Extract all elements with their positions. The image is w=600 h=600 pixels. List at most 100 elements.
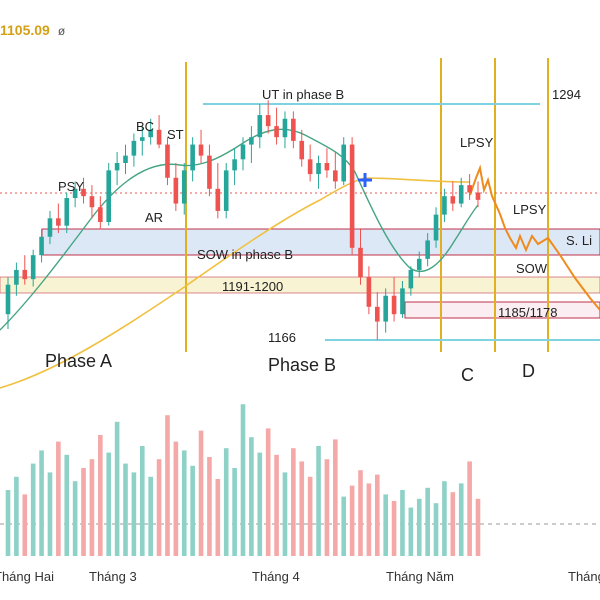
candle-body — [333, 170, 338, 182]
volume-bar — [333, 439, 338, 556]
volume-bar — [274, 454, 279, 556]
volume-bar — [22, 494, 28, 556]
projection-path — [469, 164, 600, 311]
volume-bar — [324, 459, 330, 556]
candle-body — [173, 177, 179, 204]
candle-body — [207, 155, 212, 189]
candle-body — [72, 188, 78, 199]
candle-body — [5, 284, 11, 315]
candle-body — [467, 185, 472, 193]
volume-bar — [391, 501, 397, 556]
candle-body — [64, 198, 70, 226]
volume-bar — [106, 452, 112, 556]
volume-bars — [5, 404, 481, 556]
candle-body — [307, 159, 313, 175]
volume-bar — [198, 430, 204, 556]
candle-body — [232, 159, 237, 171]
volume-bar — [249, 437, 254, 556]
candle-body — [442, 196, 447, 215]
phase-d-label: D — [522, 361, 535, 381]
volume-bar — [98, 435, 103, 556]
volume-bar — [467, 461, 472, 556]
volume-bar — [148, 476, 153, 556]
volume-bar — [450, 492, 456, 556]
label-1191-1200: 1191-1200 — [222, 279, 283, 294]
volume-bar — [64, 454, 70, 556]
volume-bar — [223, 448, 229, 556]
volume-bar — [408, 507, 414, 556]
volume-bar — [190, 465, 195, 556]
candle-body — [475, 192, 481, 200]
phase-b-label: Phase B — [268, 355, 336, 375]
phase-a-label: Phase A — [45, 351, 112, 371]
volume-bar — [416, 498, 422, 556]
x-label-thang-hai: Tháng Hai — [0, 569, 54, 584]
candle-body — [89, 196, 95, 208]
volume-bar — [349, 485, 355, 556]
volume-bar — [341, 496, 347, 556]
volume-bar — [475, 498, 481, 556]
label-1166: 1166 — [268, 330, 296, 345]
candle-body — [416, 258, 422, 270]
price-readout: 1105.09 ø — [0, 22, 65, 38]
volume-bar — [240, 404, 246, 556]
x-label-thang: Tháng — [568, 569, 600, 584]
candle-body — [114, 163, 120, 171]
candle-body — [374, 306, 380, 322]
candle-body — [358, 247, 363, 278]
candle-body — [282, 118, 288, 138]
volume-bar — [207, 457, 212, 556]
candle-body — [291, 118, 296, 141]
label-1294: 1294 — [552, 87, 581, 102]
label-1185-1178: 1185/1178 — [498, 305, 558, 320]
volume-bar — [307, 476, 313, 556]
candle-body — [257, 115, 263, 138]
candle-body — [123, 155, 128, 163]
annotation-bc: BC — [136, 119, 154, 134]
volume-bar — [139, 446, 145, 556]
volume-bar — [400, 490, 405, 556]
volume-bar — [257, 452, 263, 556]
label-s-li: S. Li — [566, 233, 592, 248]
candles — [5, 100, 481, 340]
candle-body — [349, 144, 355, 248]
symbol-glyph: ø — [57, 24, 66, 38]
volume-bar — [81, 468, 86, 556]
volume-bar — [458, 483, 464, 556]
x-label-thang-nam: Tháng Năm — [386, 569, 454, 584]
candle-body — [383, 295, 388, 322]
candle-body — [81, 188, 86, 197]
volume-bar — [89, 459, 95, 556]
candle-body — [139, 137, 145, 141]
candle-body — [341, 144, 347, 182]
candle-body — [14, 269, 19, 285]
ma-slow-line — [0, 177, 471, 389]
volume-bar — [131, 472, 137, 556]
candle-body — [98, 207, 103, 222]
volume-bar — [215, 479, 221, 556]
volume-bar — [173, 441, 179, 556]
annotation-ar: AR — [145, 210, 163, 225]
candle-body — [47, 218, 53, 237]
candle-body — [274, 126, 279, 138]
volume-bar — [39, 450, 44, 556]
annotation-ut-phase-b: UT in phase B — [262, 87, 344, 102]
candle-body — [22, 269, 28, 280]
candle-body — [223, 170, 229, 211]
volume-bar — [5, 490, 11, 556]
position-marker[interactable] — [358, 173, 372, 187]
x-label-thang-3: Tháng 3 — [89, 569, 137, 584]
zone-1185-1178 — [404, 301, 600, 319]
volume-bar — [156, 459, 162, 556]
candle-body — [148, 129, 153, 138]
volume-bar — [30, 463, 36, 556]
annotation-psy: PSY — [58, 179, 84, 194]
x-label-thang-4: Tháng 4 — [252, 569, 300, 584]
volume-bar — [291, 448, 296, 556]
candle-body — [400, 288, 405, 315]
volume-bar — [374, 474, 380, 556]
volume-bar — [72, 481, 78, 556]
volume-bar — [265, 428, 271, 556]
volume-bar — [165, 415, 170, 556]
